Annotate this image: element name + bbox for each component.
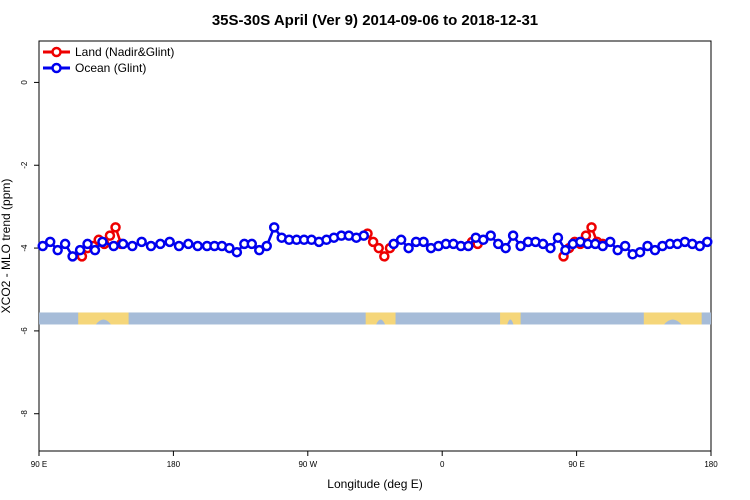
land-sea-mask: [39, 312, 711, 325]
data-point: [642, 240, 653, 252]
data-point: [127, 240, 138, 252]
y-tick-label: -2: [20, 161, 29, 169]
data-point: [145, 240, 157, 252]
data-point: [104, 230, 116, 241]
data-point: [586, 222, 597, 233]
data-point: [649, 244, 661, 256]
y-tick-label: -8: [20, 410, 29, 418]
data-point: [507, 230, 519, 241]
series-ocean: [37, 222, 713, 262]
land-band-segment: [500, 312, 521, 325]
legend-land-marker: [51, 46, 62, 58]
data-point: [82, 238, 93, 250]
data-point: [403, 242, 414, 254]
data-point: [37, 240, 48, 252]
data-point: [268, 222, 280, 233]
data-point: [246, 238, 258, 250]
chart-title: 35S-30S April (Ver 9) 2014-09-06 to 2018…: [212, 12, 538, 29]
legend-land-label: Land (Nadir&Glint): [75, 45, 174, 59]
data-point: [136, 236, 147, 248]
x-tick-label: 180: [704, 460, 718, 469]
y-axis: 0 -2 -4 -6 -8: [20, 80, 39, 418]
land-band-segment: [643, 312, 702, 325]
y-tick-label: -4: [20, 244, 29, 252]
data-point: [515, 240, 526, 252]
data-point: [261, 240, 272, 252]
data-point: [224, 242, 235, 254]
land-band-segment: [78, 312, 129, 325]
data-point: [254, 244, 265, 256]
legend-ocean-marker: [51, 62, 62, 74]
data-point: [395, 234, 407, 246]
data-point: [492, 238, 504, 250]
data-point: [155, 238, 166, 250]
data-point: [231, 246, 243, 258]
data-point: [164, 236, 175, 248]
x-tick-label: 0: [440, 460, 445, 469]
data-point: [74, 244, 86, 256]
legend-item-ocean: Ocean (Glint): [43, 61, 146, 75]
x-tick-label: 180: [167, 460, 181, 469]
data-point: [694, 240, 706, 252]
data-point: [379, 251, 390, 262]
data-point: [418, 236, 429, 248]
legend-ocean-label: Ocean (Glint): [75, 61, 146, 75]
legend-item-land: Land (Nadir&Glint): [43, 45, 174, 59]
y-tick-label: -6: [20, 327, 29, 335]
data-point: [463, 240, 474, 252]
coastline-shape: [95, 319, 111, 325]
data-point: [612, 244, 623, 256]
data-point: [500, 242, 511, 254]
data-point: [44, 236, 56, 248]
data-point: [97, 236, 108, 248]
data-point: [173, 240, 185, 252]
legend: Land (Nadir&Glint) Ocean (Glint): [43, 45, 174, 75]
x-tick-label: 90 W: [298, 460, 317, 469]
data-point: [597, 240, 608, 252]
x-axis: 90 E 180 90 W 0 90 E 180: [31, 451, 718, 469]
y-tick-label: 0: [20, 80, 29, 85]
data-point: [552, 232, 564, 243]
data-point: [373, 242, 384, 254]
data-point: [110, 222, 121, 233]
land-band-segment: [365, 312, 396, 325]
coastline-shape: [507, 319, 514, 325]
data-point: [367, 236, 379, 248]
data-point: [52, 244, 63, 256]
data-point: [485, 230, 496, 241]
data-point: [358, 230, 370, 241]
data-point: [59, 238, 71, 250]
x-axis-label: Longitude (deg E): [327, 477, 422, 491]
data-point: [619, 240, 631, 252]
data-point: [478, 234, 489, 246]
y-axis-label: XCO2 - MLO trend (ppm): [0, 179, 13, 314]
data-point: [560, 244, 571, 256]
data-point: [67, 251, 78, 262]
data-point: [117, 238, 129, 250]
series-layer: [37, 222, 713, 262]
coastline-shape: [664, 319, 682, 325]
coastline-shape: [376, 319, 386, 325]
data-point: [545, 242, 556, 254]
x-tick-label: 90 E: [568, 460, 584, 469]
data-point: [89, 244, 101, 256]
data-point: [183, 238, 194, 250]
data-point: [634, 246, 646, 258]
data-point: [108, 240, 119, 252]
data-point: [537, 238, 549, 250]
data-point: [604, 236, 616, 248]
x-tick-label: 90 E: [31, 460, 47, 469]
data-point: [192, 240, 203, 252]
data-point: [702, 236, 713, 248]
data-point: [388, 238, 399, 250]
